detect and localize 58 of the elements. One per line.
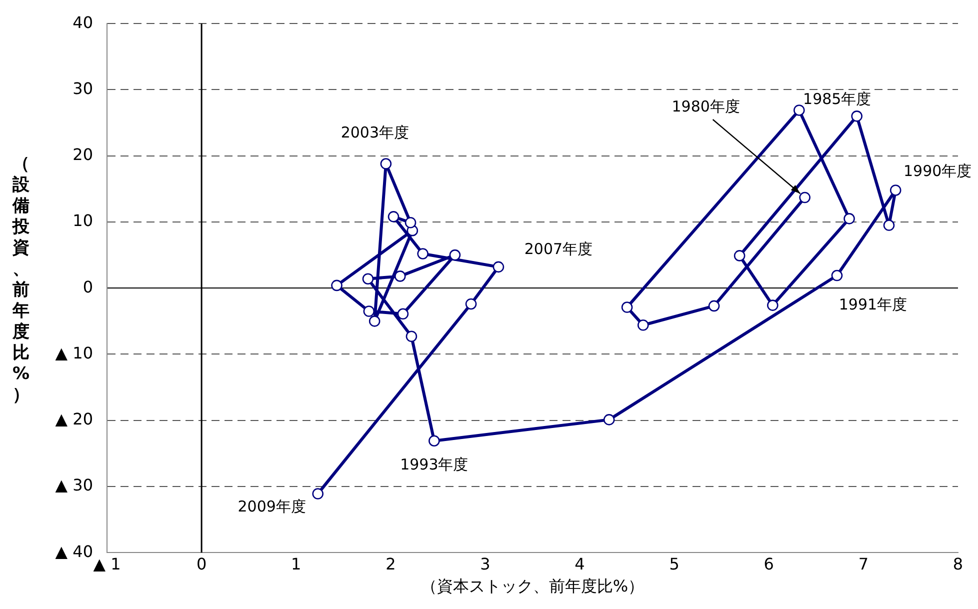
point: [793, 104, 805, 116]
point: [603, 414, 615, 426]
y-tick-label: 0: [82, 277, 93, 296]
y-tick-label: ▲ 20: [55, 410, 93, 429]
point: [465, 298, 477, 310]
point: [851, 110, 862, 122]
y-tick-label: 30: [72, 78, 93, 98]
point: [767, 300, 778, 311]
x-tick-label: 8: [952, 554, 964, 574]
point: [637, 319, 649, 331]
point: [404, 216, 416, 228]
annotation: 2009年度: [238, 498, 306, 516]
point: [380, 158, 392, 170]
point: [406, 330, 418, 342]
y-tick-label: ▲ 40: [55, 542, 93, 561]
point: [394, 270, 406, 282]
point: [890, 184, 902, 196]
x-tick-label: 2: [386, 554, 396, 574]
x-tick-label: 1: [291, 554, 302, 574]
y-tick-label: ▲ 30: [55, 476, 93, 495]
point: [734, 250, 746, 262]
y-tick-label: ▲ 10: [55, 343, 93, 362]
y-tick-label: 10: [72, 211, 93, 230]
x-tick-label: 4: [574, 554, 585, 574]
x-axis-title: （資本ストック、前年度比%）: [420, 576, 644, 596]
point: [844, 213, 855, 224]
point: [388, 211, 400, 222]
x-tick-label: 7: [858, 554, 869, 574]
point: [312, 488, 324, 500]
annotation: 2007年度: [524, 240, 593, 258]
point: [492, 261, 504, 273]
point: [799, 192, 810, 204]
point: [708, 300, 720, 312]
annotation: 1991年度: [838, 295, 908, 314]
point: [331, 280, 342, 292]
point: [621, 302, 633, 313]
y-tick-label: 40: [72, 12, 93, 32]
y-tick-label: 20: [72, 145, 93, 164]
point: [363, 306, 375, 317]
annotation: 1990年度: [904, 162, 972, 180]
annotation: 1993年度: [400, 456, 468, 474]
x-tick-label: 3: [480, 554, 490, 574]
x-tick-label: 0: [196, 554, 207, 574]
x-tick-label: ▲ 1: [93, 554, 121, 574]
point: [449, 249, 461, 261]
point: [883, 220, 895, 231]
point: [417, 248, 428, 260]
annotation: 2003年度: [340, 124, 410, 142]
point: [831, 270, 843, 282]
annotation: 1980年度: [672, 97, 740, 116]
point: [428, 435, 440, 446]
annotation: 1985年度: [803, 90, 872, 108]
point: [362, 273, 374, 284]
x-tick-label: 6: [764, 554, 774, 574]
text: （設備投資、前年度比%）: [12, 154, 30, 405]
point: [368, 316, 380, 327]
x-tick-label: 5: [669, 554, 680, 574]
point: [397, 308, 409, 320]
